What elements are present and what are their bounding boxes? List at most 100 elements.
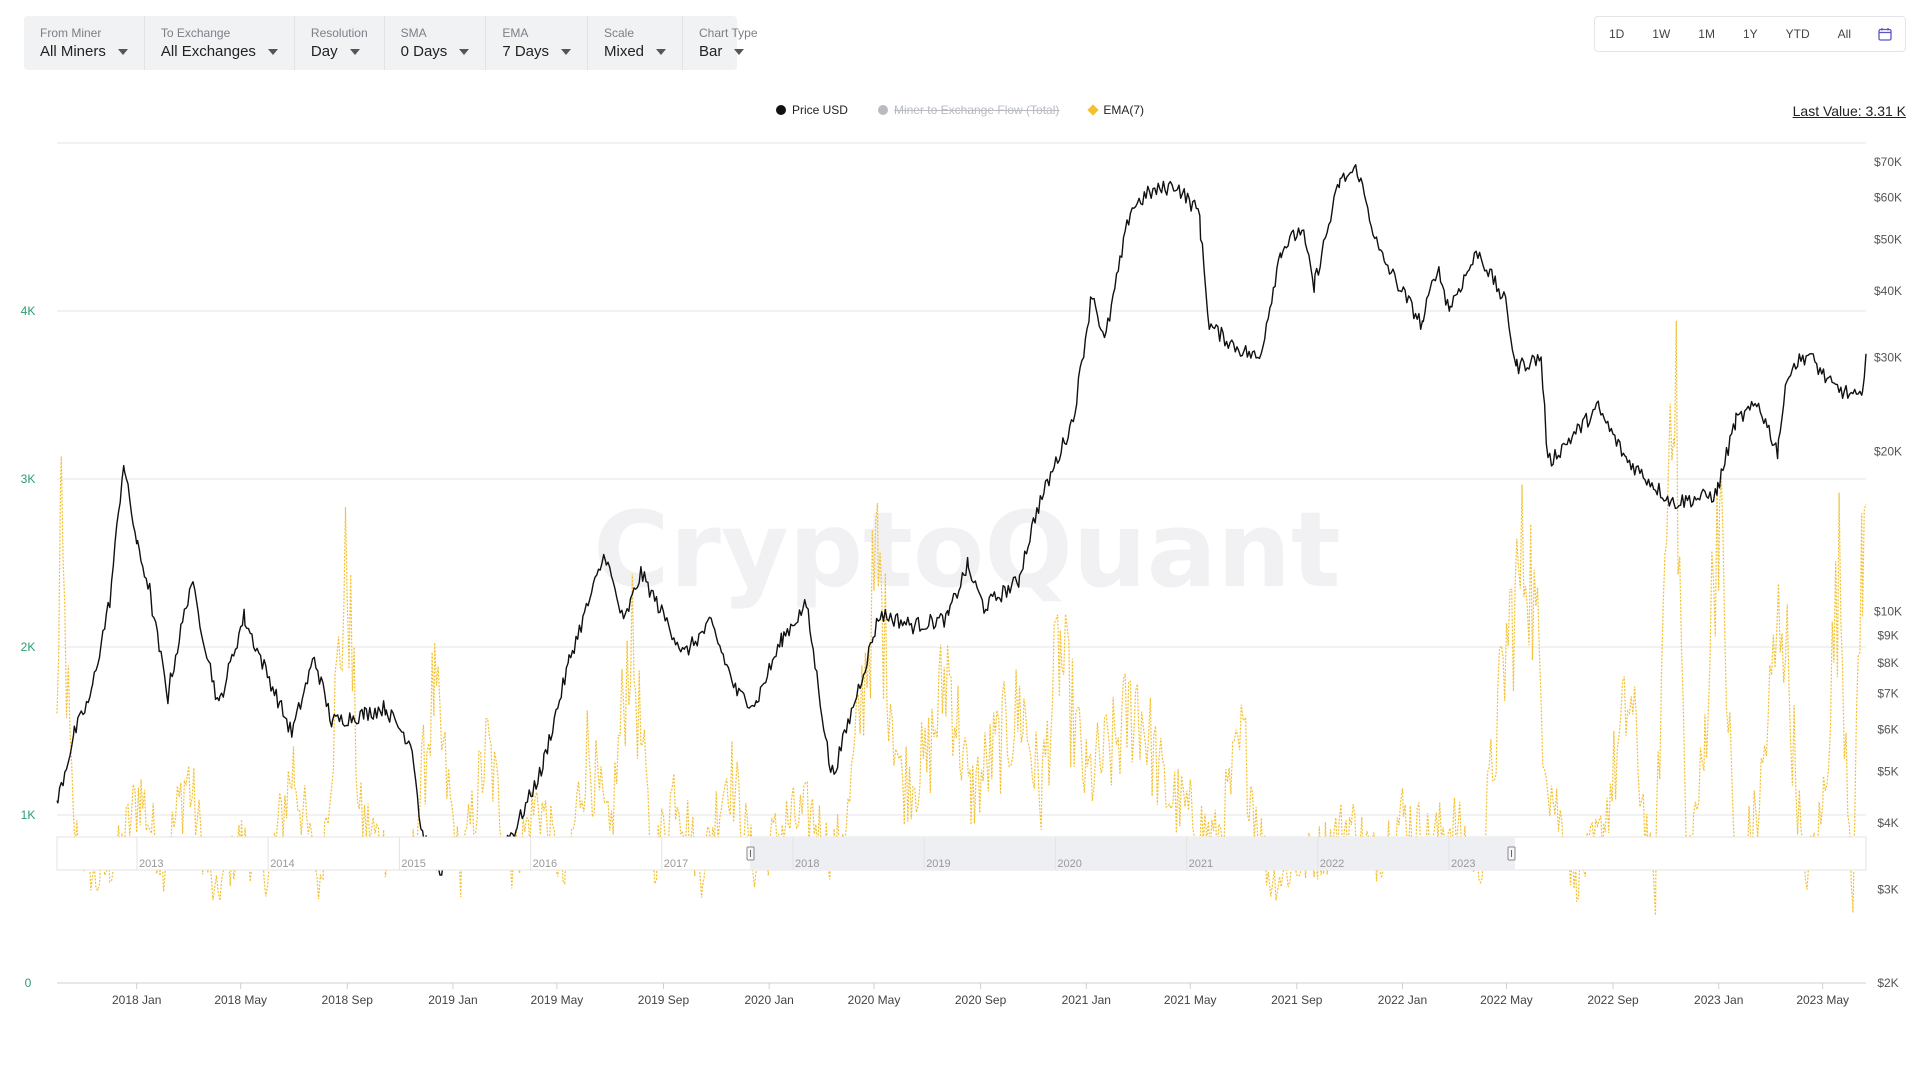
chart-grid <box>57 142 1866 816</box>
left-tick-label: 2K <box>21 640 36 654</box>
range-button-ytd[interactable]: YTD <box>1785 27 1810 41</box>
caret-down-icon <box>349 49 360 55</box>
filter-value: All Miners <box>40 41 128 63</box>
range-button-1w[interactable]: 1W <box>1652 27 1671 41</box>
navigator-label: 2021 <box>1189 858 1213 870</box>
caret-down-icon <box>734 49 745 55</box>
right-tick-label: $70K <box>1874 155 1902 169</box>
filter-label: Scale <box>604 26 635 40</box>
caret-down-icon <box>267 49 278 55</box>
calendar-button[interactable] <box>1865 16 1905 52</box>
navigator-label: 2017 <box>664 858 688 870</box>
legend-price[interactable]: Price USD <box>775 103 848 117</box>
x-tick-label: 2020 May <box>848 993 901 1007</box>
right-tick-label: $5K <box>1877 764 1898 778</box>
right-tick-label: $20K <box>1874 444 1902 458</box>
legend-flow-label: Miner to Exchange Flow (Total) <box>893 103 1060 117</box>
range-button-all[interactable]: All <box>1837 27 1851 41</box>
x-tick-label: 2019 Sep <box>638 993 690 1007</box>
range-button-1y[interactable]: 1Y <box>1742 27 1758 41</box>
range-button-1d[interactable]: 1D <box>1608 27 1625 41</box>
navigator-right-handle[interactable] <box>1507 846 1516 861</box>
legend-price-marker <box>775 105 786 115</box>
filter-scale[interactable]: Scale Mixed <box>588 16 684 70</box>
x-tick-label: 2023 Jan <box>1694 993 1743 1007</box>
filter-value-text: Bar <box>699 43 723 60</box>
x-tick-label: 2022 May <box>1480 993 1533 1007</box>
range-button-1m[interactable]: 1M <box>1698 27 1715 41</box>
right-tick-label: $40K <box>1874 284 1902 298</box>
navigator-label: 2020 <box>1057 858 1081 870</box>
left-tick-label: 0 <box>25 976 32 990</box>
navigator-left-handle[interactable] <box>746 846 755 861</box>
left-tick-label: 4K <box>21 304 36 318</box>
filter-toolbar: From Miner All Miners To Exchange All Excha… <box>24 16 758 70</box>
filter-value: Day <box>311 41 368 63</box>
last-value[interactable]: Last Value: 3.31 K <box>1792 103 1906 119</box>
range-navigator[interactable]: 2013 2014 2015 2016 2017 2018 2019 2020 2021 2022… <box>56 836 1867 871</box>
right-tick-label: $8K <box>1877 656 1898 670</box>
chart-area: CryptoQuant 0 1K 2K 3K 4K $2K $3K $4K $5K $6K $7K… <box>21 142 1902 1007</box>
range-selector: 1D 1W 1M 1Y YTD All <box>1593 16 1906 52</box>
legend-flow-marker <box>877 105 888 115</box>
filter-resolution[interactable]: Resolution Day <box>295 16 385 70</box>
filter-value-text: All Miners <box>40 43 106 60</box>
filter-value: All Exchanges <box>161 41 278 63</box>
left-tick-label: 3K <box>21 472 36 486</box>
navigator-label: 2023 <box>1451 858 1475 870</box>
right-tick-label: $60K <box>1874 191 1902 205</box>
filter-value-text: 0 Days <box>400 43 448 60</box>
caret-down-icon <box>117 49 128 55</box>
filter-value: Mixed <box>604 41 667 63</box>
x-tick-label: 2021 Sep <box>1271 993 1323 1007</box>
legend-flow[interactable]: Miner to Exchange Flow (Total) <box>877 103 1060 117</box>
navigator-label: 2014 <box>270 858 294 870</box>
right-tick-label: $6K <box>1877 722 1898 736</box>
filter-ema[interactable]: EMA 7 Days <box>486 16 588 70</box>
navigator-label: 2013 <box>139 858 163 870</box>
right-tick-label: $50K <box>1874 233 1902 247</box>
caret-down-icon <box>459 49 470 55</box>
filter-label: SMA <box>400 26 427 40</box>
filter-from-miner[interactable]: From Miner All Miners <box>24 16 145 70</box>
filter-value: 7 Days <box>502 41 571 63</box>
x-tick-label: 2019 Jan <box>428 993 477 1007</box>
price-series-line <box>56 164 1867 876</box>
filter-label: Resolution <box>310 26 368 40</box>
filter-chart-type[interactable]: Chart Type Bar <box>683 16 773 70</box>
left-tick-label: 1K <box>21 808 36 822</box>
x-tick-label: 2018 Sep <box>322 993 374 1007</box>
navigator-label: 2019 <box>926 858 950 870</box>
filter-label: To Exchange <box>160 26 231 40</box>
watermark: CryptoQuant <box>593 489 1340 611</box>
legend-ema[interactable]: EMA(7) <box>1087 103 1144 117</box>
filter-sma[interactable]: SMA 0 Days <box>385 16 487 70</box>
caret-down-icon <box>561 49 571 55</box>
x-axis: 2018 Jan 2018 May 2018 Sep 2019 Jan 2019 May… <box>57 982 1866 1007</box>
right-tick-label: $2K <box>1877 976 1898 990</box>
x-tick-label: 2020 Sep <box>955 993 1007 1007</box>
filter-label: EMA <box>502 26 529 40</box>
right-axis: $2K $3K $4K $5K $6K $7K $8K $9K $10K $20K $30K $40K… <box>1874 155 1902 990</box>
right-tick-label: $4K <box>1877 816 1898 830</box>
x-tick-label: 2022 Sep <box>1587 993 1639 1007</box>
filter-to-exchange[interactable]: To Exchange All Exchanges <box>145 16 295 70</box>
navigator-label: 2022 <box>1320 858 1344 870</box>
filter-label: Chart Type <box>699 26 758 40</box>
navigator-label: 2015 <box>401 858 425 870</box>
legend-ema-marker <box>1087 104 1100 116</box>
x-tick-label: 2020 Jan <box>744 993 793 1007</box>
caret-down-icon <box>656 49 667 55</box>
navigator-label: 2016 <box>533 858 557 870</box>
right-tick-label: $3K <box>1877 882 1898 896</box>
x-tick-label: 2018 May <box>214 993 267 1007</box>
right-tick-label: $9K <box>1877 629 1898 643</box>
chart-legend: Price USD Miner to Exchange Flow (Total)… <box>0 103 1920 117</box>
right-tick-label: $30K <box>1874 351 1902 365</box>
navigator-selection[interactable] <box>750 837 1515 870</box>
filter-value-text: Mixed <box>604 43 645 60</box>
filter-value-text: All Exchanges <box>160 43 256 60</box>
x-tick-label: 2019 May <box>531 993 584 1007</box>
right-tick-label: $7K <box>1877 687 1898 701</box>
x-tick-label: 2023 May <box>1796 993 1849 1007</box>
